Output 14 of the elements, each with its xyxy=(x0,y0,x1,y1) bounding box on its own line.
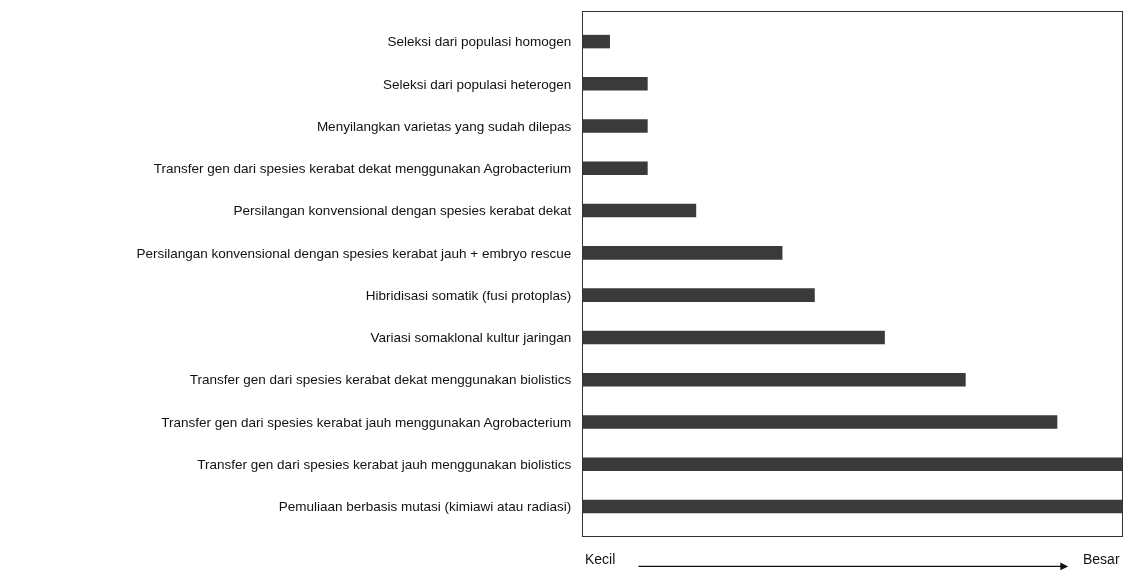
y-tick-label: Transfer gen dari spesies kerabat jauh menggunakan Agrobacterium xyxy=(161,414,572,430)
y-tick-label: Seleksi dari populasi heterogen xyxy=(382,76,572,92)
y-tick-label: Variasi somaklonal kultur jaringan xyxy=(370,330,572,346)
y-tick-label: Transfer gen dari spesies kerabat jauh menggunakan biolistics xyxy=(197,456,572,472)
text: Kecil xyxy=(585,551,616,567)
y-tick-label: Transfer gen dari spesies kerabat dekat menggunakan biolistics xyxy=(189,372,572,388)
y-tick-label: Transfer gen dari spesies kerabat dekat menggunakan Agrobacterium xyxy=(153,161,572,177)
y-tick-label: Hibridisasi somatik (fusi protoplas) xyxy=(365,287,572,303)
y-tick-label: Seleksi dari populasi homogen xyxy=(387,34,572,50)
y-tick-label: Menyilangkan varietas yang sudah dilepas xyxy=(316,118,572,134)
y-tick-label: Persilangan konvensional dengan spesies kerabat jauh + embryo rescue xyxy=(136,245,572,261)
y-tick-label: Persilangan konvensional dengan spesies kerabat dekat xyxy=(233,203,572,219)
text: Besar xyxy=(1083,551,1120,567)
y-tick-label: Pemuliaan berbasis mutasi (kimiawi atau radiasi) xyxy=(278,499,572,515)
